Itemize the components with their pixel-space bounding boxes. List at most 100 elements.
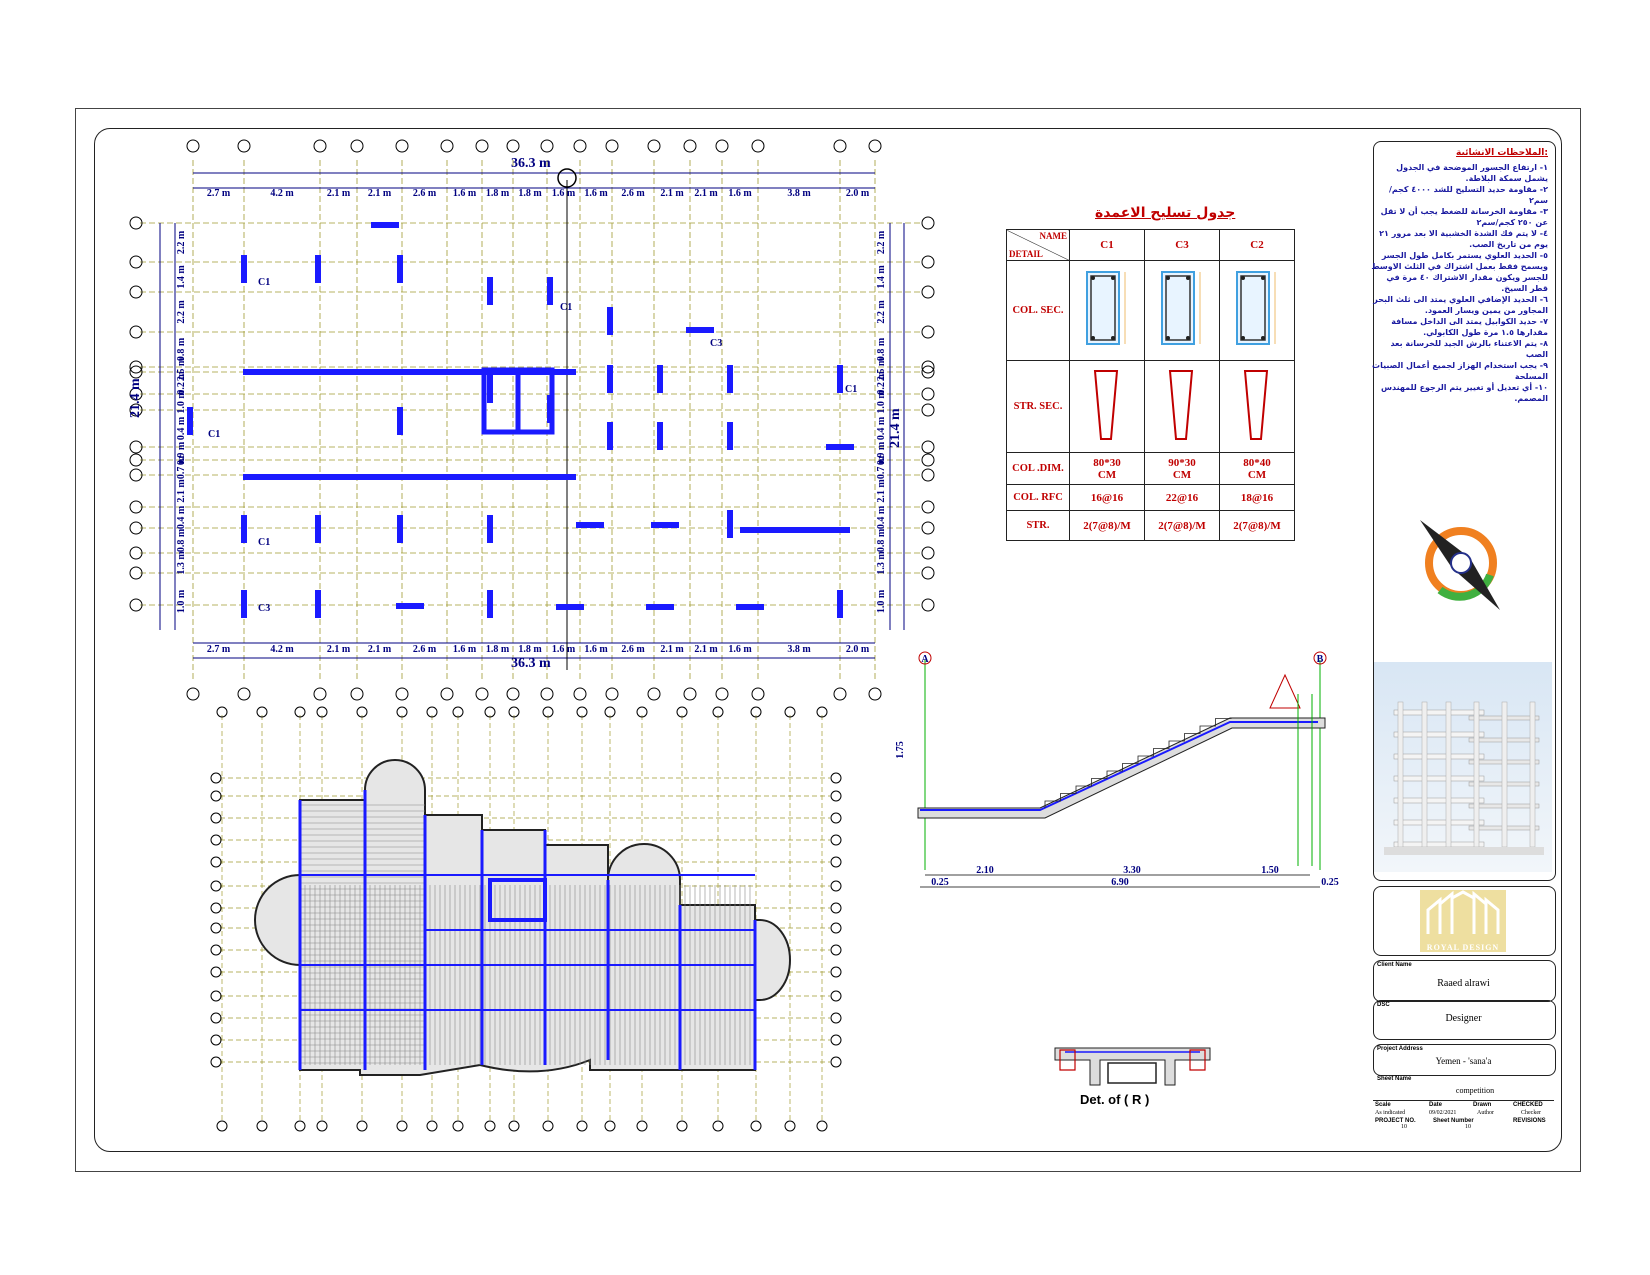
- str-cell: 2(7@8)/M: [1144, 510, 1220, 541]
- axis-bubble-icon: [683, 687, 697, 701]
- column-c1: [607, 307, 613, 335]
- column-c1: [657, 365, 663, 393]
- compass-ring-green: [1437, 573, 1494, 601]
- stair-dim: 2.10: [976, 865, 994, 876]
- table-col-header: C2: [1219, 229, 1295, 261]
- col-bar: [1166, 276, 1170, 280]
- axis-bubble-icon: [921, 468, 935, 482]
- axis-b-label: B: [1317, 654, 1324, 665]
- axis-bubble-icon: [210, 966, 222, 978]
- axis-bubble-icon: [129, 255, 143, 269]
- axis-bubble-icon: [830, 922, 842, 934]
- column-c1: [727, 365, 733, 393]
- axis-bubble-icon: [129, 453, 143, 467]
- axis-bubble-icon: [210, 922, 222, 934]
- span-label-bottom: 1.6 m: [728, 644, 752, 655]
- axis-bubble-icon: [186, 687, 200, 701]
- axis-bubble-icon: [506, 687, 520, 701]
- section-mark-icon: [557, 168, 577, 188]
- axis-bubble-icon: [256, 706, 268, 718]
- column-c1: [487, 375, 493, 403]
- client-box: [1373, 960, 1556, 1002]
- column-label: C1: [560, 302, 572, 313]
- axis-bubble-icon: [475, 139, 489, 153]
- stirrup-icon: [1168, 370, 1194, 440]
- drawn-value: Author: [1477, 1110, 1494, 1116]
- column-c1: [315, 590, 321, 618]
- royal-design-logo: ROYAL DESIGN: [1420, 890, 1506, 952]
- north-arrow-icon: [1420, 520, 1500, 610]
- axis-bubble-icon: [830, 880, 842, 892]
- axis-bubble-icon: [508, 1120, 520, 1132]
- project-no-label: PROJECT NO.: [1375, 1118, 1416, 1124]
- column-schedule-table: NAME DETAIL C1 C3 C2 COL. SEC. STR. SEC.…: [1006, 229, 1295, 541]
- axis-bubble-icon: [830, 902, 842, 914]
- address-box: [1373, 1044, 1556, 1076]
- address-label: Project Address: [1377, 1046, 1423, 1052]
- col-sec-cell: [1219, 260, 1295, 361]
- span-label-right: 2.2 m: [876, 230, 887, 254]
- axis-bubble-icon: [712, 1120, 724, 1132]
- span-label-bottom: 2.1 m: [694, 644, 718, 655]
- column-c1: [315, 255, 321, 283]
- span-label-bottom: 2.7 m: [207, 644, 231, 655]
- rfc-cell: 22@16: [1144, 484, 1220, 511]
- axis-bubble-icon: [395, 139, 409, 153]
- date-label: Date: [1429, 1102, 1443, 1108]
- client-name: Raaed alrawi: [1437, 978, 1490, 989]
- row-label: STR.: [1006, 510, 1070, 541]
- column-c1: [241, 255, 247, 283]
- span-label-left: 0.8 m: [176, 337, 187, 361]
- axis-bubble-icon: [294, 1120, 306, 1132]
- span-label-left: 0.8 m: [176, 528, 187, 552]
- axis-bubble-icon: [506, 139, 520, 153]
- building-column: [1421, 701, 1428, 848]
- sheet-name: competition: [1455, 1086, 1495, 1095]
- axis-bubble-icon: [921, 546, 935, 560]
- span-label-bottom: 1.8 m: [518, 644, 542, 655]
- col-tie: [1090, 275, 1116, 341]
- span-label-right: 2.2 m: [876, 300, 887, 324]
- axis-bubble-icon: [784, 706, 796, 718]
- axis-bubble-icon: [830, 790, 842, 802]
- span-label-right: 0.2 m: [876, 371, 887, 395]
- col-bar: [1166, 336, 1170, 340]
- stair-step: [1199, 725, 1216, 733]
- span-label-right: 0.8 m: [876, 528, 887, 552]
- axis-bubble-icon: [395, 687, 409, 701]
- axis-bubble-icon: [129, 598, 143, 612]
- column-c1: [576, 522, 604, 528]
- scale-label: Scale: [1375, 1102, 1391, 1108]
- axis-bubble-icon: [833, 139, 847, 153]
- span-label-right: 1.4 m: [876, 265, 887, 289]
- slab-ribs-plan: [210, 706, 842, 1132]
- building-render-icon: [1384, 701, 1544, 855]
- axis-bubble-icon: [129, 216, 143, 230]
- project-no: 10: [1401, 1124, 1407, 1130]
- checked-label: CHECKED: [1513, 1102, 1543, 1108]
- axis-bubble-icon: [186, 139, 200, 153]
- axis-bubble-icon: [356, 706, 368, 718]
- building-column: [1501, 701, 1508, 848]
- col-bar: [1261, 276, 1265, 280]
- axis-bubble-icon: [396, 706, 408, 718]
- logo-box: [1373, 886, 1556, 956]
- floor-slab: [1393, 797, 1485, 804]
- logo-text: ROYAL DESIGN: [1426, 943, 1500, 952]
- note-item: ٧- حديد الكوابيل يمتد الى الداخل مسافة م…: [1391, 317, 1548, 337]
- shear-wall: [243, 369, 576, 375]
- floor-slab: [1393, 819, 1485, 826]
- axis-a-label: A: [921, 654, 929, 665]
- span-label-left: 0.4 m: [176, 416, 187, 440]
- str-cell: 2(7@8)/M: [1069, 510, 1145, 541]
- axis-bubble-icon: [216, 1120, 228, 1132]
- col-outline: [1236, 271, 1270, 345]
- note-item: ٣- مقاومة الخرسانة للضغط يجب أن لا تقل ع…: [1380, 207, 1548, 227]
- column-c1: [686, 327, 714, 333]
- axis-bubble-icon: [868, 139, 882, 153]
- span-label-bottom: 3.8 m: [787, 644, 811, 655]
- axis-bubble-icon: [356, 1120, 368, 1132]
- stirrup-icon: [1093, 370, 1119, 440]
- axis-bubble-icon: [921, 500, 935, 514]
- column-c1: [315, 515, 321, 543]
